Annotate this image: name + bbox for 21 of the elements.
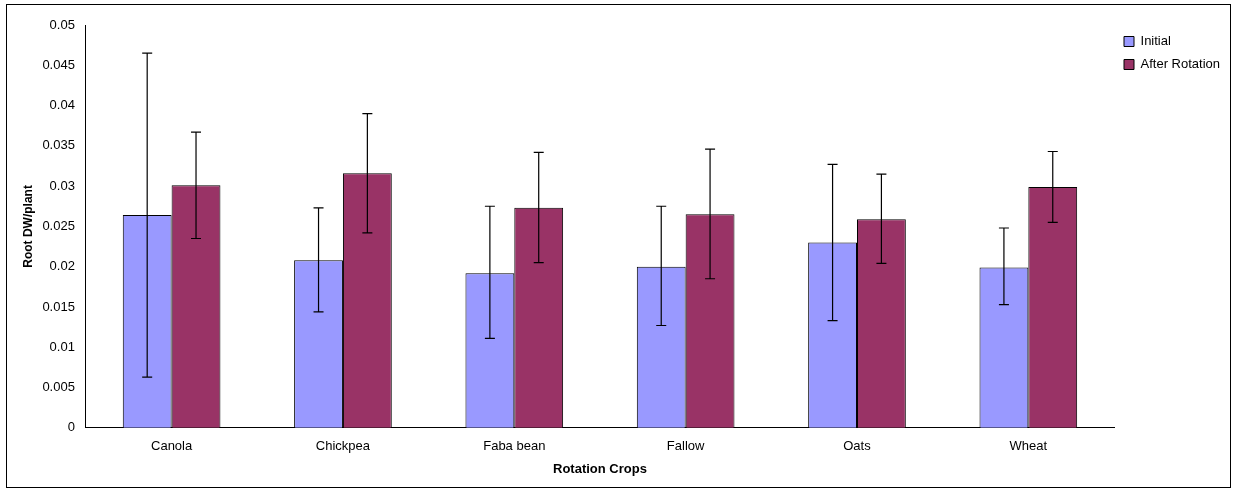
y-tick-label: 0.025 xyxy=(42,217,75,233)
y-tick-label: 0.02 xyxy=(49,258,75,274)
y-tick-label: 0.05 xyxy=(49,16,75,32)
y-tick-label: 0.01 xyxy=(49,338,75,354)
legend-label: Initial xyxy=(1140,33,1171,49)
y-tick-label: 0.03 xyxy=(49,177,75,193)
x-tick-label: Faba bean xyxy=(483,438,546,454)
y-axis-title: Root DW/plant xyxy=(20,185,35,268)
y-tick-label: 0.045 xyxy=(42,56,75,72)
y-tick-label: 0.015 xyxy=(42,298,75,314)
legend-label: After Rotation xyxy=(1140,56,1221,72)
x-tick-label: Oats xyxy=(843,438,872,454)
x-tick-label: Wheat xyxy=(1009,438,1048,454)
y-tick-label: 0.035 xyxy=(42,137,75,153)
y-tick-label: 0.04 xyxy=(49,97,75,113)
x-tick-label: Chickpea xyxy=(315,438,371,454)
x-tick-label: Canola xyxy=(151,438,193,454)
y-tick-label: 0 xyxy=(67,419,75,435)
x-tick-label: Fallow xyxy=(666,438,706,454)
y-tick-label: 0.005 xyxy=(42,379,75,395)
x-axis-title: Rotation Crops xyxy=(553,460,647,476)
